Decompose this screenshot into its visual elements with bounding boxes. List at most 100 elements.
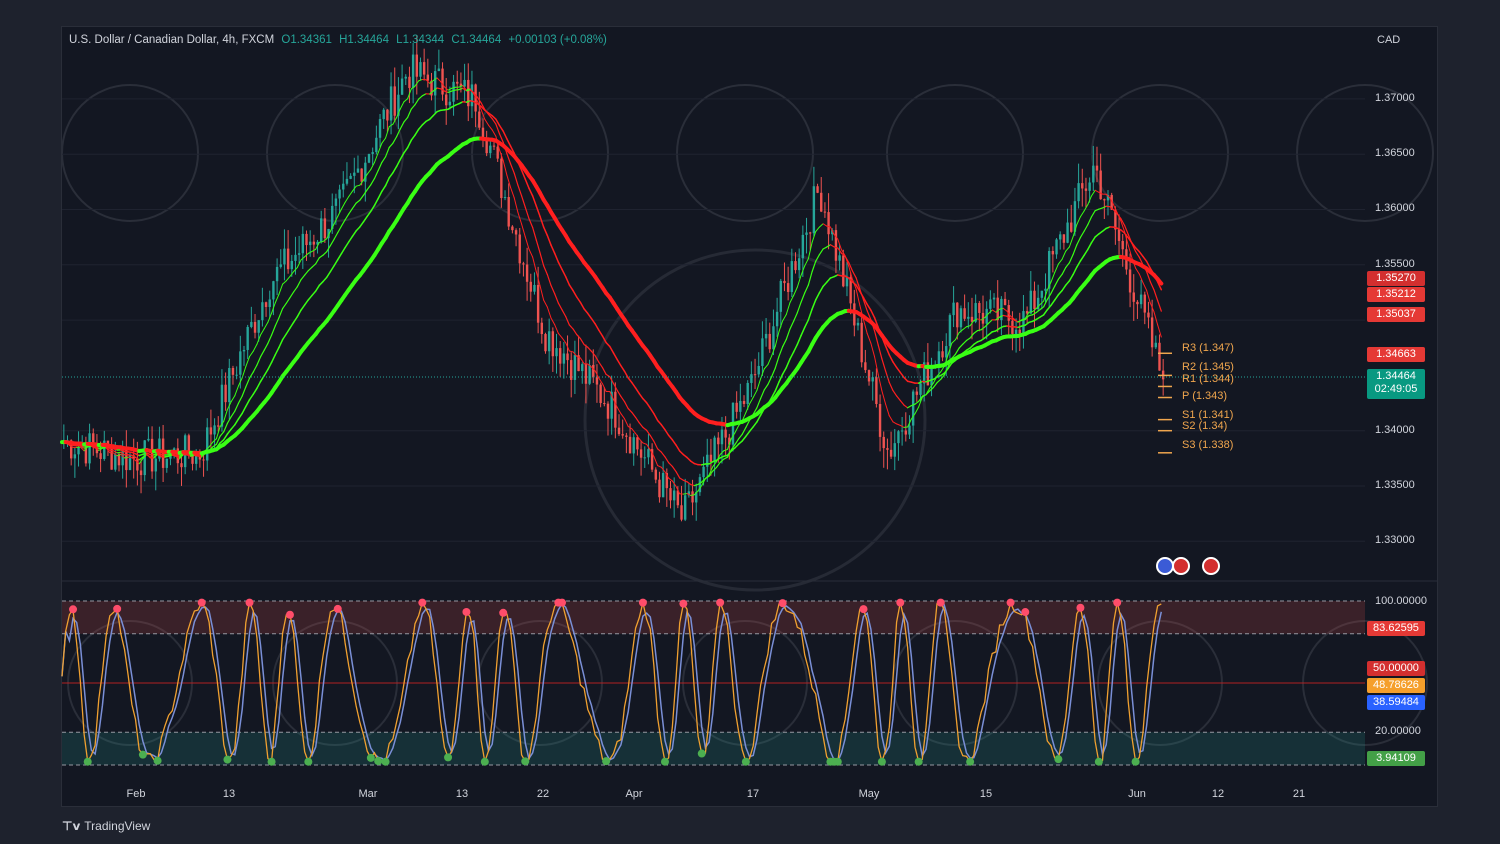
candle-body [246,326,249,350]
ema-segment [1094,208,1100,212]
candle-body [856,322,860,326]
candle-body [224,384,227,403]
ema-segment [403,98,409,103]
candle-body [1044,288,1047,291]
ema-segment [282,302,287,310]
candle-body [886,448,889,450]
oversold-signal-dot [444,753,453,762]
ema-segment [256,356,262,366]
candle-body [709,454,713,462]
ema-segment [1061,266,1067,276]
candle-body [257,320,260,333]
ema-segment [1028,314,1034,317]
ema-segment [1054,263,1059,274]
overbought-signal-dot [499,608,508,617]
candle-body [797,258,801,271]
ema-segment [815,226,820,233]
candle-body [448,101,452,106]
candle-body [617,427,621,435]
ema-segment [1009,317,1015,321]
ema-segment [657,448,662,453]
ohlc-open: O1.34361 [281,34,332,46]
ema-segment [462,87,468,92]
overbought-signal-dot [1113,598,1122,607]
ca-flag-event-icon[interactable] [1172,557,1190,575]
ema-segment [811,299,817,310]
price-tag-3: 1.35037 [1367,307,1425,322]
candle-body [1128,269,1132,293]
candle-body [551,331,555,357]
candle-body [77,447,80,455]
candle-body [625,435,628,437]
ema-segment [1032,308,1037,313]
ema-segment [969,320,975,327]
oversold-signal-dot [83,757,92,766]
pivot-s1-label: S1 (1.341) [1182,409,1234,421]
ema-segment [267,361,273,371]
ema-segment [903,376,909,383]
overbought-signal-dot [936,598,945,607]
ema-segment [627,377,633,384]
watermark-seal-icon [471,84,609,222]
candle-body [588,364,591,384]
candle-body [746,382,749,404]
ema-segment [940,374,946,380]
ema-segment [156,454,162,458]
symbol-header[interactable]: U.S. Dollar / Canadian Dollar, 4h, FXCM … [69,34,611,46]
ema-segment [601,335,607,344]
candle-body [1095,165,1099,171]
oversold-signal-dot [1094,757,1103,766]
ema-segment [300,256,306,261]
oversold-signal-dot [966,757,975,766]
candle-body [525,264,529,282]
candle-body [220,384,224,427]
candle-body [360,168,363,182]
candle-body [566,353,569,361]
ema-segment [245,398,251,408]
overbought-signal-dot [638,598,647,607]
ema-segment [951,339,956,344]
candle-body [658,479,661,498]
ema-segment [572,328,578,336]
ema-segment [138,458,144,465]
ema-segment [465,88,471,91]
overbought-signal-dot [859,605,868,614]
ema-segment [789,351,795,360]
ema-segment [480,105,486,111]
candle-body [323,218,327,239]
ema-segment [693,490,699,496]
candle-body [970,316,974,322]
ema-segment [281,333,288,341]
ema-segment [153,454,159,458]
ema-segment [1050,285,1056,294]
ema-segment [1155,277,1164,286]
candle-body [147,438,150,441]
ema-segment [583,308,589,315]
candle-body [764,333,768,339]
candle-body [753,374,757,376]
candle-body [478,111,481,128]
candle-body [945,346,948,358]
candle-body [706,454,709,467]
ema-segment [1057,289,1063,296]
ema-segment [432,77,438,82]
candle-body [1099,170,1102,200]
ema-segment [870,342,876,358]
candle-body [875,377,878,404]
tradingview-brand[interactable]: ⊤𝘃 TradingView [62,819,150,833]
ema-segment [94,446,100,450]
ema-segment [263,321,269,330]
symbol-name[interactable]: U.S. Dollar / Canadian Dollar, 4h, FXCM [69,34,275,46]
ema-segment [252,343,258,352]
candle-body [698,477,702,493]
ema-segment [524,206,530,220]
candle-body [99,453,102,459]
candle-body [584,364,588,384]
ema-segment [425,79,431,84]
ema-segment [675,470,681,479]
bar-countdown: 02:49:05 [1374,383,1418,395]
ema-segment [737,433,743,440]
ca-flag-event-icon-2[interactable] [1202,557,1220,575]
ema-segment [866,310,872,321]
